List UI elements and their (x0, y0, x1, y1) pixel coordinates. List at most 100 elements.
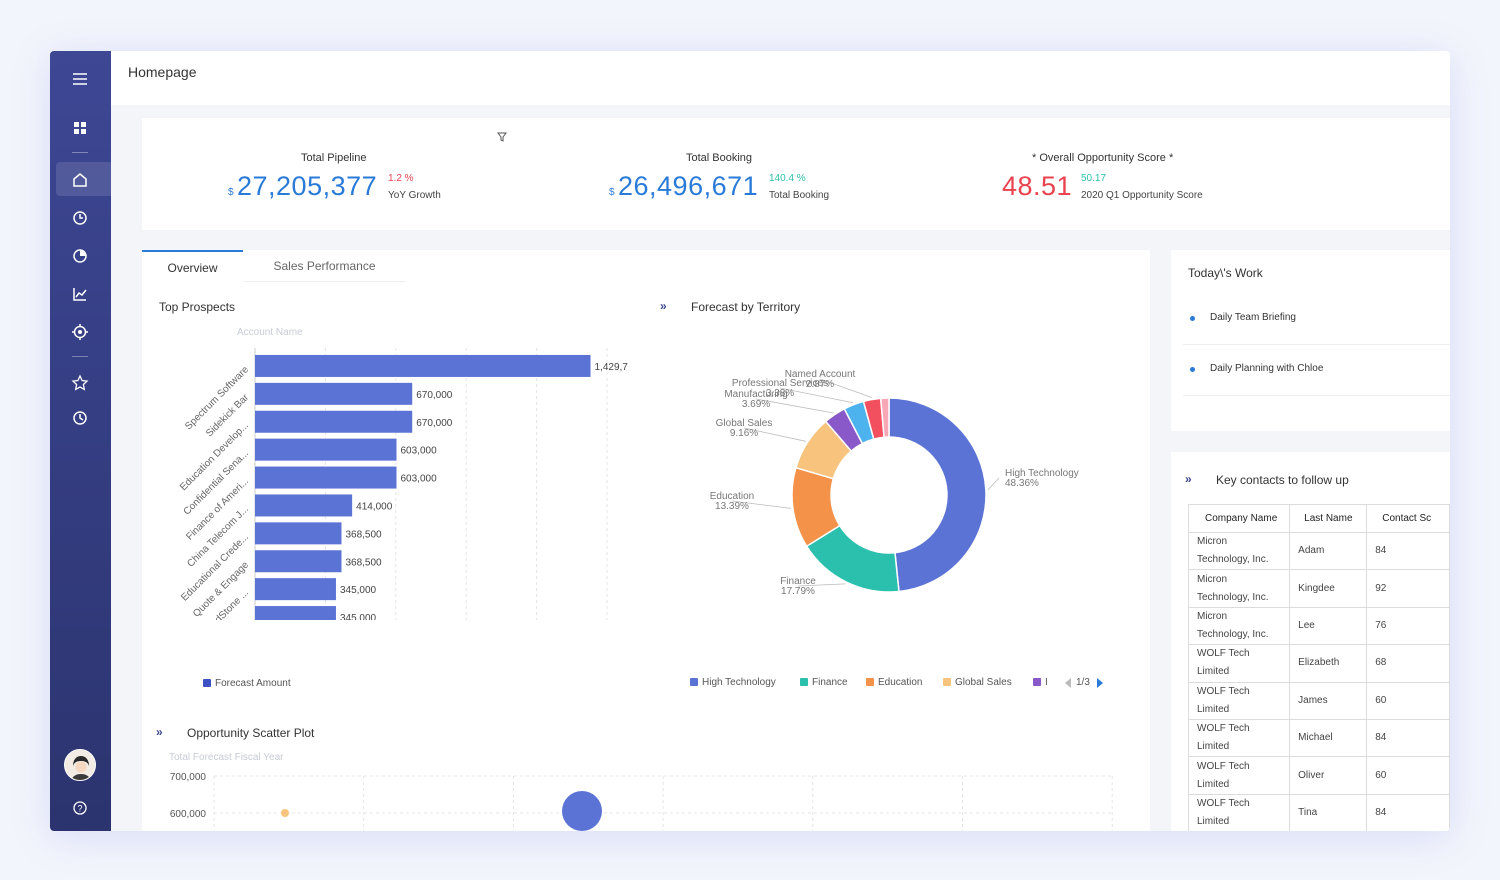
kpi-pipeline-delta: 1.2 % (388, 173, 414, 184)
cell-score: 84 (1366, 718, 1450, 758)
sidebar-active-indicator (56, 162, 111, 196)
page-title: Homepage (128, 64, 197, 80)
data-label: 368,500 (345, 529, 382, 540)
legend-swatch (866, 678, 874, 686)
data-label: 368,500 (345, 557, 382, 568)
legend-swatch (690, 678, 698, 686)
y-axis-title: Total Forecast Fiscal Year (169, 752, 284, 763)
main-card: Overview Sales Performance Top Prospects… (142, 250, 1150, 831)
data-label: 345,000 (340, 613, 377, 620)
cell-score: 60 (1366, 681, 1450, 720)
pager-prev-icon[interactable] (1063, 677, 1073, 689)
contacts-table: Company Name Last Name Contact Sc Micron… (1187, 504, 1450, 831)
bar (255, 354, 591, 377)
slice-label: Global Sales (716, 418, 773, 429)
kpi-booking-delta: 140.4 % (769, 173, 806, 184)
leader-line (755, 398, 834, 414)
key-contacts-title: Key contacts to follow up (1216, 473, 1349, 487)
legend-forecast-amount[interactable]: Forecast Amount (203, 678, 291, 689)
table-row[interactable]: Micron Technology, Inc. Adam 84 (1187, 531, 1450, 571)
slice-label: Professional Services (732, 378, 828, 389)
legend-item[interactable]: Finance (800, 677, 848, 688)
leader-line (987, 477, 1000, 491)
slice-label: Education (710, 491, 754, 502)
menu-icon[interactable] (68, 67, 92, 91)
cell-last-name: Michael (1289, 718, 1368, 758)
slice-percent: 13.39% (715, 501, 749, 512)
double-chevron-icon[interactable]: » (660, 299, 667, 313)
cell-company: WOLF Tech Limited (1187, 718, 1291, 758)
home-icon[interactable] (68, 168, 92, 192)
bar (255, 466, 397, 489)
legend-label: I (1045, 677, 1048, 688)
filter-icon[interactable] (497, 132, 507, 142)
bullet-icon (1190, 367, 1195, 372)
floating-action-button[interactable] (562, 791, 602, 831)
target-icon[interactable] (68, 320, 92, 344)
slice-label: High Technology (1005, 468, 1079, 479)
legend-label: Global Sales (955, 677, 1012, 688)
column-header-contact-score[interactable]: Contact Sc (1366, 504, 1450, 533)
dashboard-icon[interactable] (68, 116, 92, 140)
clock-pie-icon[interactable] (68, 206, 92, 230)
bar (255, 438, 397, 461)
pager-next-icon[interactable] (1095, 677, 1105, 689)
cell-last-name: Lee (1289, 606, 1368, 646)
table-row[interactable]: WOLF Tech Limited James 60 (1187, 681, 1450, 720)
work-item[interactable]: Daily Planning with Chloe (1210, 363, 1324, 374)
table-row[interactable]: WOLF Tech Limited Oliver 60 (1187, 756, 1450, 795)
table-row[interactable]: WOLF Tech Limited Michael 84 (1187, 718, 1450, 758)
history-icon[interactable] (68, 406, 92, 430)
legend-label: High Technology (702, 677, 776, 688)
y-tick-label: 600,000 (170, 809, 207, 820)
slice-label: Named Account (785, 369, 856, 380)
divider (1183, 395, 1450, 396)
svg-text:?: ? (77, 804, 82, 814)
legend-item[interactable]: Education (866, 677, 922, 688)
double-chevron-icon[interactable]: » (156, 725, 163, 739)
pie-icon[interactable] (68, 244, 92, 268)
legend-item[interactable]: I (1033, 677, 1048, 688)
double-chevron-icon[interactable]: » (1185, 472, 1192, 486)
legend-item[interactable]: Global Sales (943, 677, 1012, 688)
column-header-company[interactable]: Company Name (1187, 504, 1291, 533)
bar (255, 382, 413, 405)
slice-label: Manufacturing (724, 389, 787, 400)
bar (255, 494, 353, 517)
cell-score: 84 (1366, 531, 1450, 571)
todays-work-title: Today\'s Work (1188, 266, 1263, 280)
line-chart-icon[interactable] (68, 282, 92, 306)
slice-percent: 3.38% (766, 388, 794, 399)
table-row[interactable]: Micron Technology, Inc. Lee 76 (1187, 606, 1450, 646)
cell-last-name: Kingdee (1289, 569, 1368, 608)
help-icon[interactable]: ? (68, 796, 92, 820)
kpi-booking-sub: Total Booking (769, 190, 830, 201)
leader-line (819, 378, 872, 398)
avatar[interactable] (64, 749, 96, 781)
bar (255, 606, 336, 620)
cell-last-name: James (1289, 681, 1368, 720)
tab-sales-performance[interactable]: Sales Performance (243, 250, 406, 282)
star-icon[interactable] (68, 371, 92, 395)
legend-item[interactable]: High Technology (690, 677, 776, 688)
donut-slice (888, 397, 987, 593)
work-item[interactable]: Daily Team Briefing (1210, 312, 1296, 323)
scatter-chart: Total Forecast Fiscal Year 700,000 600,000 (169, 752, 1113, 831)
table-row[interactable]: Micron Technology, Inc. Kingdee 92 (1187, 569, 1450, 608)
cell-score: 92 (1366, 569, 1450, 608)
tab-overview[interactable]: Overview (142, 250, 243, 282)
cell-last-name: Adam (1289, 531, 1368, 571)
y-axis-title: Account Name (237, 327, 303, 338)
column-header-last-name[interactable]: Last Name (1289, 504, 1368, 533)
cell-last-name: Oliver (1289, 756, 1368, 795)
table-row[interactable]: WOLF Tech Limited Elizabeth 68 (1187, 644, 1450, 683)
cell-company: WOLF Tech Limited (1187, 793, 1291, 831)
kpi-score-delta: 50.17 (1081, 173, 1107, 184)
leader-line (779, 387, 854, 404)
slice-percent: 2.87% (806, 379, 834, 390)
table-row[interactable]: WOLF Tech Limited Tina 84 (1187, 793, 1450, 831)
legend-label: Finance (812, 677, 848, 688)
data-label: 345,000 (340, 585, 377, 596)
kpi-pipeline-value: 27,205,377 (237, 171, 378, 201)
